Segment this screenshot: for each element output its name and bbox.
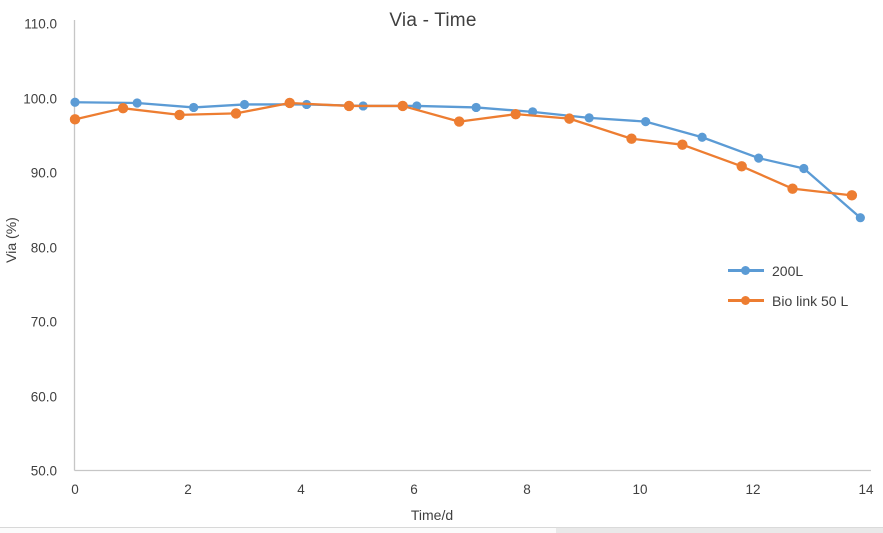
- y-tick-label: 90.0: [30, 165, 57, 181]
- data-point-200l: [584, 113, 594, 123]
- data-point-200l: [471, 102, 481, 113]
- x-tick-label: 6: [410, 482, 418, 497]
- data-point-200l: [641, 116, 651, 127]
- x-tick-label: 14: [858, 482, 874, 497]
- data-point-bio-link-50-l: [846, 190, 858, 201]
- legend-dot-marker: [741, 296, 750, 305]
- data-point-200l: [754, 153, 764, 163]
- x-axis-title: Time/d: [410, 507, 454, 523]
- x-tick-label: 10: [632, 482, 648, 497]
- legend-line-marker: [728, 266, 764, 275]
- data-point-200l: [697, 132, 707, 142]
- x-tick-label: 4: [297, 482, 305, 497]
- data-point-bio-link-50-l: [677, 139, 688, 150]
- data-point-bio-link-50-l: [397, 100, 408, 112]
- x-tick-label: 12: [745, 482, 761, 497]
- data-point-200l: [132, 98, 142, 108]
- data-point-200l: [239, 99, 250, 110]
- y-axis-title: Via (%): [3, 217, 19, 263]
- legend-line-marker: [728, 296, 764, 305]
- legend-item-bio-link-50-l[interactable]: Bio link 50 L: [728, 292, 848, 309]
- data-point-200l: [528, 107, 538, 117]
- chart-legend: 200L Bio link 50 L: [728, 262, 848, 322]
- window-bottom-edge: [0, 527, 883, 533]
- chart-title: Via - Time: [389, 10, 477, 31]
- x-tick-label: 8: [523, 482, 531, 497]
- legend-label: Bio link 50 L: [772, 292, 849, 309]
- x-tick-label: 0: [71, 482, 79, 497]
- data-point-bio-link-50-l: [564, 113, 575, 124]
- y-tick-label: 100.0: [23, 91, 57, 106]
- data-point-bio-link-50-l: [230, 108, 242, 119]
- legend-dot-marker: [741, 266, 750, 275]
- data-point-bio-link-50-l: [117, 102, 129, 114]
- data-point-bio-link-50-l: [736, 161, 747, 172]
- data-point-bio-link-50-l: [626, 133, 637, 144]
- y-tick-label: 50.0: [30, 463, 57, 479]
- window-bottom-edge-right: [556, 527, 883, 533]
- y-tick-label: 80.0: [30, 240, 57, 255]
- legend-item-200l[interactable]: 200L: [728, 262, 848, 279]
- data-point-bio-link-50-l: [510, 108, 521, 120]
- window-bottom-edge-left: [0, 527, 556, 533]
- data-point-bio-link-50-l: [174, 109, 185, 121]
- legend-label: 200L: [772, 262, 804, 279]
- y-tick-label: 70.0: [30, 314, 57, 330]
- data-point-bio-link-50-l: [69, 114, 81, 125]
- data-point-200l: [189, 102, 199, 113]
- data-point-bio-link-50-l: [787, 183, 798, 194]
- data-point-bio-link-50-l: [284, 97, 295, 109]
- data-point-bio-link-50-l: [454, 116, 465, 127]
- data-point-200l: [799, 163, 809, 174]
- y-tick-label: 60.0: [30, 389, 57, 404]
- data-point-200l: [855, 213, 865, 223]
- data-point-200l: [70, 97, 80, 107]
- data-point-bio-link-50-l: [343, 100, 355, 112]
- x-tick-label: 2: [184, 482, 192, 497]
- y-tick-label: 110.0: [24, 16, 57, 32]
